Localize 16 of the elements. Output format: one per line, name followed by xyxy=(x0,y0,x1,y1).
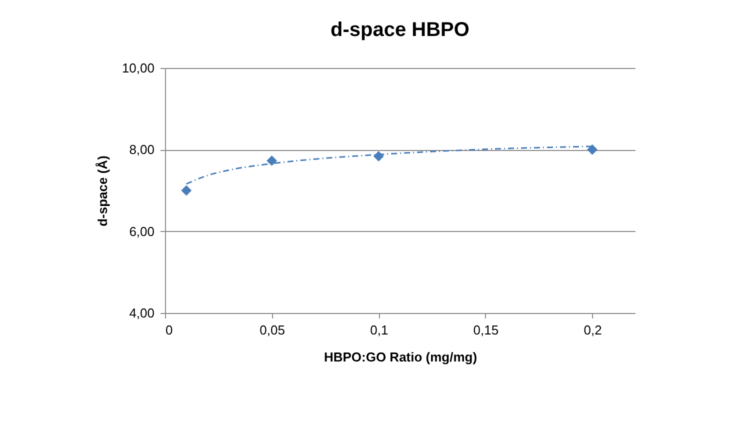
x-tick-label: 0,05 xyxy=(260,322,285,338)
x-tick-label: 0,2 xyxy=(584,322,602,338)
x-tick-label: 0,1 xyxy=(370,322,388,338)
y-tick-label: 6,00 xyxy=(129,224,154,239)
chart-title: d-space HBPO xyxy=(330,19,470,41)
y-tick-label: 10,00 xyxy=(122,60,154,76)
y-axis-title: d-space (Å) xyxy=(94,156,110,226)
y-tick-label: 4,00 xyxy=(129,306,154,320)
x-tick-label: 0,15 xyxy=(473,322,499,338)
x-axis-title: HBPO:GO Ratio (mg/mg) xyxy=(324,350,478,364)
point xyxy=(266,155,278,166)
y-tick-label: 8,00 xyxy=(129,142,154,158)
x-tick-label: 0 xyxy=(166,322,173,338)
point xyxy=(587,144,598,155)
point xyxy=(373,150,384,162)
point xyxy=(181,185,192,196)
